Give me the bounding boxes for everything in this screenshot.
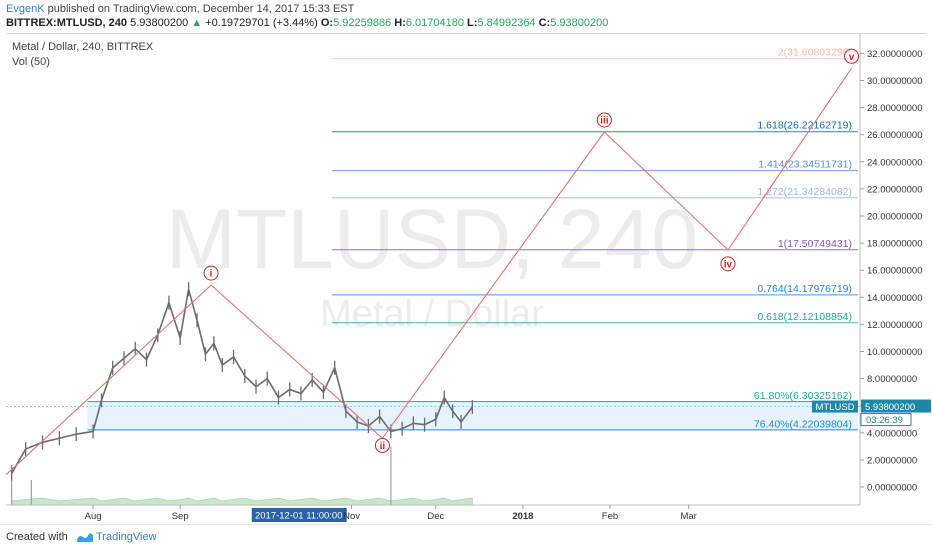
up-arrow-icon: ▲ (191, 17, 203, 29)
wave-label-text: iv (724, 259, 733, 270)
x-tick-label: Sep (172, 511, 189, 522)
wave-label-circle (203, 265, 219, 281)
author-link[interactable]: EvgenK (6, 3, 45, 15)
price-layer (10, 282, 473, 481)
fib-level-label: 0.764(14.17976719) (757, 283, 852, 295)
y-tick-label: 26.00000000 (867, 130, 922, 141)
footer-bar: Created with TradingView (0, 524, 932, 551)
chart-area[interactable] (6, 33, 926, 524)
crosshair-date-tag (251, 508, 347, 522)
open-label: O: (320, 17, 334, 29)
y-tick-label: 28.00000000 (867, 103, 922, 114)
wave-label-circle (596, 112, 612, 128)
y-tick-label: 20.00000000 (867, 212, 922, 223)
retracement-label: 61.80%(6.30325162) (754, 390, 852, 402)
last-price: 5.93800200 (130, 17, 189, 29)
symbol-tag-label: MTLUSD (815, 402, 854, 413)
publish-header: EvgenK published on TradingView.com, Dec… (0, 0, 932, 32)
volume-layer (11, 447, 473, 505)
y-tick-label: 14.00000000 (867, 293, 922, 304)
y-tick-label: 22.00000000 (867, 184, 922, 195)
close-value: 5.93800200 (550, 17, 609, 29)
y-tick-label: 18.00000000 (867, 239, 922, 250)
x-tick-label: Dec (427, 511, 444, 522)
open-value: 5.92259886 (333, 17, 392, 29)
fib-level-label: 1.618(26.22162719) (757, 120, 852, 132)
retracement-label: 76.40%(4.22039804) (754, 418, 852, 430)
x-tick-label: Mar (680, 511, 696, 522)
fib-level-label: 0.618(12.12108854) (757, 311, 852, 323)
symbol-tag-box (812, 400, 858, 413)
elliott-wave-path (5, 67, 853, 476)
fib-level-label: 1.272(21.34284082) (757, 186, 852, 198)
y-tick-label: 30.00000000 (867, 76, 922, 87)
y-tick-label: 8.00000000 (867, 374, 917, 385)
fib-level-label: 1.414(23.34511731) (758, 159, 852, 171)
y-tick-label: 2.00000000 (867, 455, 917, 466)
y-tick-label: 0.00000000 (867, 483, 917, 494)
fib-level-label: 2(31.60803296) (778, 47, 852, 59)
legend-title: Metal / Dollar, 240, BITTREX (12, 41, 154, 53)
countdown-label: 03:26:39 (866, 415, 903, 426)
legend-volume: Vol (50) (12, 56, 50, 68)
fib-level-label: 1(17.50749431) (778, 238, 852, 250)
y-tick-label: 12.00000000 (867, 320, 922, 331)
tradingview-logo-icon (77, 533, 93, 542)
fib-layer: 2(31.60803296) 1.618(26.22162719) 1.414(23… (331, 47, 858, 324)
created-with-text: Created with (6, 531, 68, 543)
x-tick-label: Nov (343, 511, 360, 522)
y-tick-label: 24.00000000 (867, 157, 922, 168)
x-tick-label: Feb (602, 511, 618, 522)
y-tick-label: 16.00000000 (867, 266, 922, 277)
symbol-label: BITTREX:MTLUSD, 240 (6, 17, 128, 29)
y-tick-label: 4.00000000 (867, 428, 917, 439)
price-tag-box (861, 399, 931, 413)
volume-area (11, 497, 473, 505)
crosshair-date-label: 2017-12-01 11:00:00 (255, 511, 343, 522)
x-tick-label: 2018 (512, 511, 533, 522)
tradingview-brand-link[interactable]: TradingView (96, 531, 157, 543)
wave-label-circle (374, 437, 390, 453)
high-value: 6.01704180 (405, 17, 464, 29)
chart-legend: Metal / Dollar, 240, BITTREX Vol (50) (12, 40, 153, 70)
symbol-quote-line: BITTREX:MTLUSD, 240 5.93800200 ▲ +0.1972… (6, 17, 608, 29)
low-value: 5.84992364 (477, 17, 536, 29)
wave-label-text: ii (380, 441, 386, 452)
countdown-box (860, 413, 912, 427)
high-label: H: (394, 17, 406, 29)
price-tag-label: 5.93800200 (865, 402, 915, 413)
published-text: published on TradingView.com, December 1… (47, 3, 355, 15)
publish-line: EvgenK published on TradingView.com, Dec… (6, 3, 354, 15)
y-tick-label: 10.00000000 (867, 347, 922, 358)
x-tick-label: Aug (85, 511, 102, 522)
axis-layer: 0.000000002.000000004.000000006.00000000… (6, 34, 931, 522)
watermark-symbol: MTLUSD, 240 (166, 192, 698, 286)
wave-label-text: iii (600, 115, 609, 126)
wave-label-circle (844, 48, 860, 64)
wave-label-text: i (210, 269, 213, 280)
price-line (10, 288, 473, 474)
low-label: L: (467, 17, 478, 29)
y-tick-label: 32.00000000 (867, 49, 922, 60)
watermark-name: Metal / Dollar (320, 293, 544, 335)
price-change: +0.19729701 (+3.44%) (205, 17, 318, 29)
watermark: MTLUSD, 240 Metal / Dollar (166, 192, 698, 335)
wave-label-circle (720, 256, 736, 272)
close-label: C: (538, 17, 551, 29)
wave-label-text: v (849, 52, 855, 63)
